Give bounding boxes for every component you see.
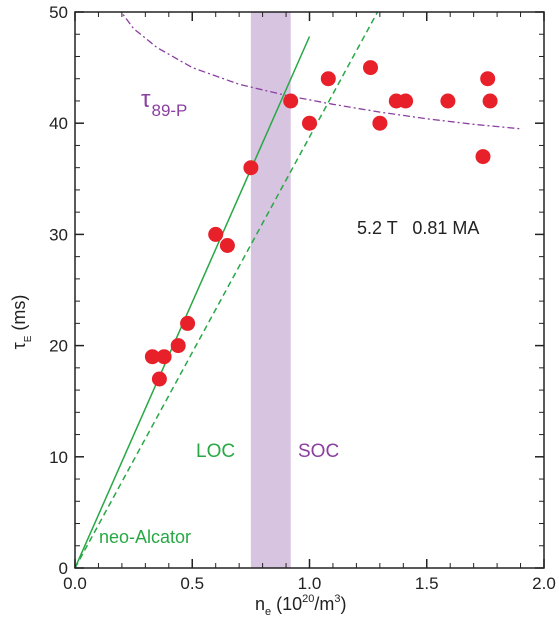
data-point xyxy=(440,93,456,109)
data-point xyxy=(208,226,224,242)
data-point xyxy=(363,60,378,76)
x-tick-label: 1.5 xyxy=(415,574,439,593)
data-point xyxy=(180,315,196,331)
x-tick-label: 1.0 xyxy=(298,574,322,593)
data-point xyxy=(320,71,336,87)
data-point xyxy=(243,160,259,176)
data-point xyxy=(398,93,414,109)
data-point xyxy=(170,338,186,354)
data-point xyxy=(480,71,496,87)
data-point xyxy=(302,115,317,131)
data-point xyxy=(219,238,235,253)
data-points xyxy=(144,60,498,387)
data-point xyxy=(283,93,299,109)
y-tick-label: 50 xyxy=(49,3,68,22)
x-tick-label: 0.0 xyxy=(63,574,87,593)
y-axis-label: τE (ms) xyxy=(9,295,34,350)
x-ticks: 0.0 0.5 1.0 1.5 2.0 xyxy=(63,12,556,593)
x-axis-label: ne (1020/m3) xyxy=(255,593,347,618)
data-point xyxy=(475,149,491,165)
data-point xyxy=(151,371,167,387)
conditions-annotation: 5.2 T 0.81 MA xyxy=(357,218,479,238)
data-point xyxy=(156,349,172,365)
neo-alcator-line xyxy=(75,12,379,568)
loc-line xyxy=(75,36,311,568)
y-tick-label: 20 xyxy=(49,337,68,356)
data-point xyxy=(372,115,388,131)
data-point xyxy=(482,93,498,109)
y-tick-label: 0 xyxy=(59,559,68,578)
y-tick-label: 10 xyxy=(49,448,68,467)
soc-band xyxy=(250,12,291,568)
x-tick-label: 0.5 xyxy=(180,574,204,593)
x-tick-label: 2.0 xyxy=(532,574,556,593)
y-tick-label: 40 xyxy=(49,114,68,133)
neo-alcator-label: neo-Alcator xyxy=(99,527,191,547)
y-tick-label: 30 xyxy=(49,225,68,244)
y-ticks: 0 10 20 30 40 50 xyxy=(49,3,544,578)
tau-89p-label: τ89-P xyxy=(141,86,187,120)
data-point xyxy=(144,349,160,365)
soc-label: SOC xyxy=(298,441,339,462)
loc-label: LOC xyxy=(196,441,235,462)
